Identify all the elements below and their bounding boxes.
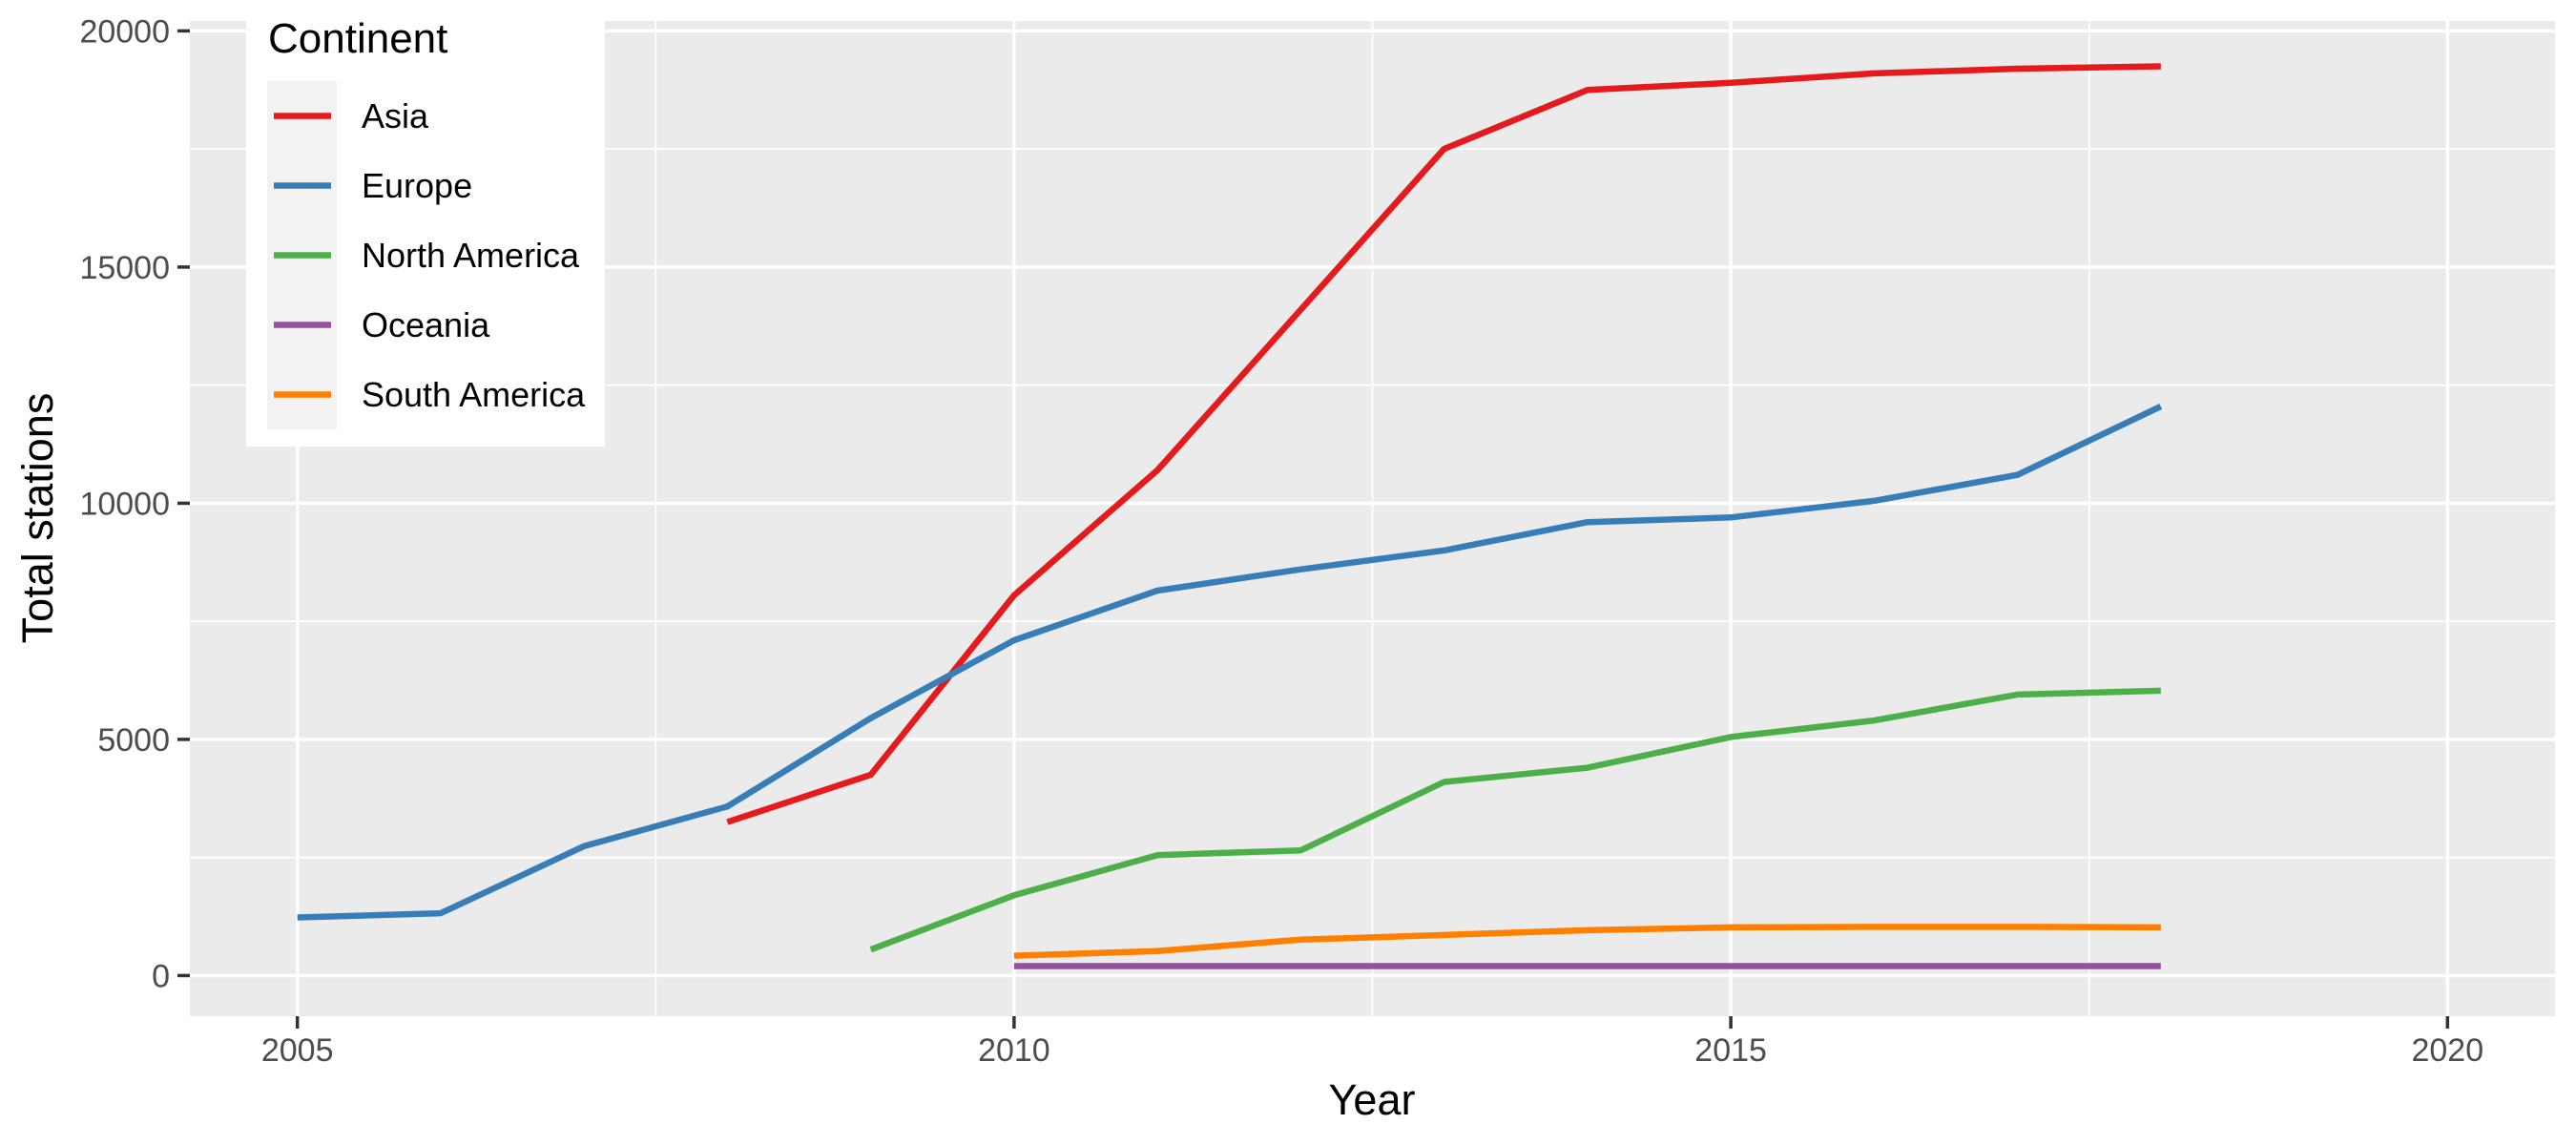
series-layer — [297, 63, 2163, 969]
y-tick-label-10000: 10000 — [79, 486, 170, 522]
legend: Asia Europe North America Oceania South Amer… — [246, 17, 605, 447]
series-line-north-america — [869, 687, 2161, 953]
y-tick-label-20000: 20000 — [79, 13, 170, 50]
series-line-south-america — [1013, 924, 2161, 959]
legend-label-asia: Asia — [362, 96, 429, 135]
legend-title: Continent — [268, 15, 447, 62]
x-tick-label-2010: 2010 — [978, 1032, 1050, 1069]
x-tick-label-2015: 2015 — [1694, 1032, 1767, 1069]
tick-labels: 0 5000 10000 15000 20000 2005 2010 2015 2020 — [79, 13, 2483, 1069]
series-line-asia — [726, 63, 2161, 825]
y-tick-label-5000: 5000 — [97, 722, 170, 759]
legend-label-europe: Europe — [362, 166, 472, 205]
legend-label-oceania: Oceania — [362, 305, 490, 344]
y-tick-label-15000: 15000 — [79, 250, 170, 286]
legend-label-south-america: South America — [362, 375, 586, 414]
legend-label-north-america: North America — [362, 236, 580, 275]
x-tick-label-2020: 2020 — [2411, 1032, 2483, 1069]
x-tick-label-2005: 2005 — [261, 1032, 334, 1069]
tick-marks — [177, 29, 2450, 1029]
y-tick-label-0: 0 — [152, 958, 170, 994]
series-line-europe — [297, 403, 2163, 921]
x-axis-title: Year — [1329, 1075, 1416, 1124]
y-axis-title: Total stations — [13, 393, 62, 644]
